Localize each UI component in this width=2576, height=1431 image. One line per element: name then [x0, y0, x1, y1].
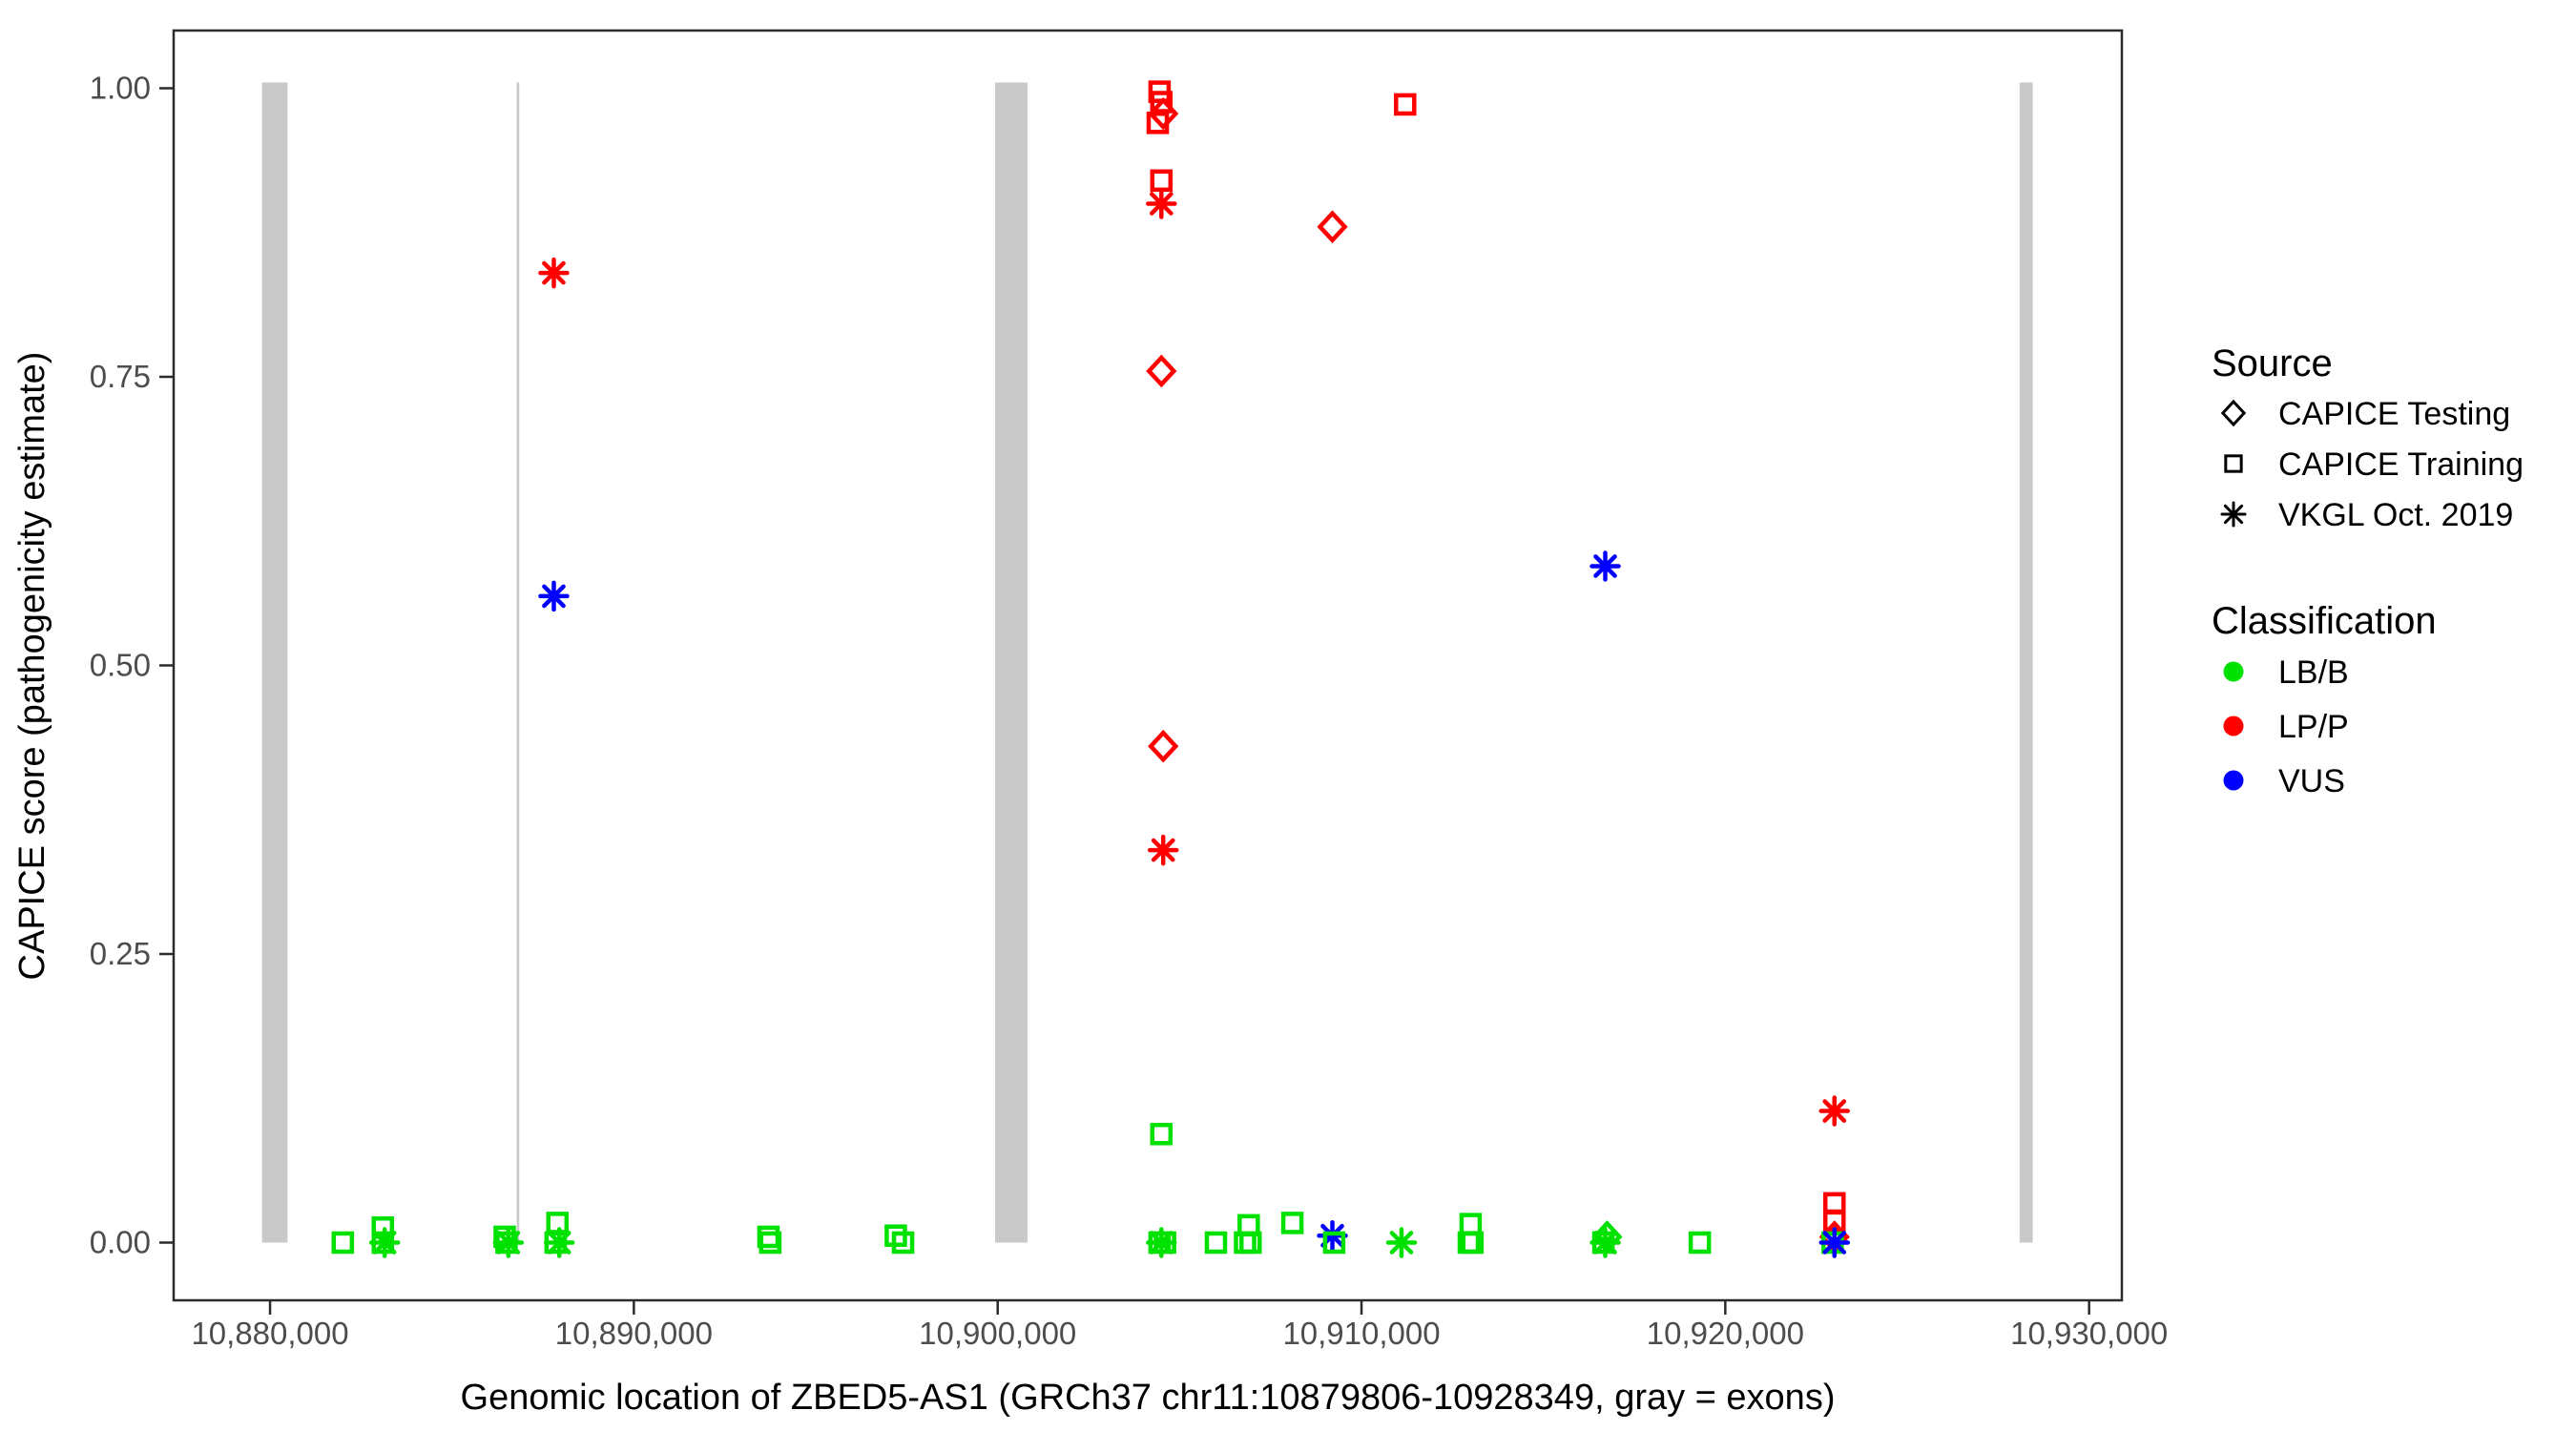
- data-point: [1688, 1231, 1712, 1255]
- exon-bar: [995, 82, 1028, 1243]
- x-tick-label: 10,900,000: [919, 1316, 1076, 1351]
- legend-dot: [2223, 770, 2244, 791]
- data-point: [2220, 399, 2247, 427]
- legend-dot: [2223, 661, 2244, 682]
- data-point: [1385, 1227, 1418, 1258]
- y-tick-label: 0.00: [90, 1225, 151, 1260]
- legend-source-items: CAPICE Testing CAPICE Training VKGL Oct. 2…: [2220, 396, 2524, 533]
- data-point: [543, 1227, 575, 1258]
- data-point: [1589, 1227, 1621, 1258]
- legend: Source CAPICE Testing CAPICE Training VKGL…: [2212, 342, 2524, 799]
- data-point: [1280, 1212, 1304, 1234]
- exon-bar: [516, 82, 520, 1243]
- y-axis-title: CAPICE score (pathogenicity estimate): [12, 352, 52, 981]
- legend-source-label: VKGL Oct. 2019: [2278, 497, 2513, 533]
- legend-source-label: CAPICE Training: [2278, 446, 2524, 483]
- data-point: [1148, 96, 1179, 131]
- exon-bar: [2019, 82, 2033, 1243]
- data-point: [1317, 1219, 1348, 1252]
- data-point: [1394, 93, 1417, 116]
- legend-classification-items: LB/B LP/P VUS: [2223, 654, 2349, 799]
- data-point: [331, 1231, 355, 1255]
- legend-classification-label: LB/B: [2278, 654, 2349, 691]
- data-point: [1591, 1220, 1623, 1254]
- y-tick-label: 1.00: [90, 71, 151, 106]
- x-tick-label: 10,890,000: [555, 1316, 713, 1351]
- legend-classification-label: VUS: [2278, 763, 2345, 799]
- data-points: [331, 80, 1850, 1258]
- x-axis-title: Genomic location of ZBED5-AS1 (GRCh37 ch…: [461, 1378, 1836, 1418]
- data-point: [891, 1231, 915, 1255]
- data-point: [1589, 550, 1621, 582]
- y-axis: 0.00 0.25 0.50 0.75 1.00: [90, 71, 174, 1260]
- legend-classification-label: LP/P: [2278, 709, 2349, 745]
- data-point: [1146, 354, 1177, 388]
- legend-classification-title: Classification: [2212, 600, 2437, 642]
- data-point: [492, 1227, 525, 1258]
- data-point: [538, 580, 570, 612]
- legend-source-title: Source: [2212, 342, 2333, 384]
- data-point: [1317, 210, 1348, 244]
- data-point: [1238, 1231, 1262, 1255]
- data-point: [1461, 1231, 1485, 1255]
- exon-bar: [261, 82, 288, 1243]
- data-point: [1146, 112, 1170, 135]
- data-point: [1204, 1231, 1228, 1255]
- x-tick-label: 10,930,000: [2010, 1316, 2168, 1351]
- data-point: [1148, 729, 1179, 763]
- data-point: [1322, 1231, 1346, 1255]
- data-point: [538, 257, 570, 289]
- data-point: [1150, 169, 1174, 193]
- data-point: [1147, 834, 1179, 866]
- data-point: [1150, 1122, 1174, 1146]
- y-tick-label: 0.25: [90, 936, 151, 971]
- data-point: [368, 1227, 401, 1258]
- data-point: [1150, 91, 1174, 114]
- x-tick-label: 10,880,000: [191, 1316, 348, 1351]
- exon-bars: [261, 82, 2033, 1243]
- data-point: [2224, 454, 2243, 473]
- data-point: [1146, 188, 1177, 219]
- x-axis: 10,880,000 10,890,000 10,900,000 10,910,000…: [191, 1300, 2168, 1351]
- legend-source-label: CAPICE Testing: [2278, 396, 2510, 432]
- legend-dot: [2223, 716, 2244, 736]
- data-point: [1818, 1095, 1850, 1127]
- y-tick-label: 0.50: [90, 648, 151, 683]
- x-tick-label: 10,910,000: [1282, 1316, 1440, 1351]
- y-tick-label: 0.75: [90, 359, 151, 394]
- data-point: [2220, 501, 2247, 528]
- x-tick-label: 10,920,000: [1647, 1316, 1804, 1351]
- data-point: [1146, 1227, 1177, 1258]
- data-point: [1818, 1227, 1850, 1258]
- data-point: [758, 1231, 782, 1255]
- data-point: [1459, 1213, 1483, 1235]
